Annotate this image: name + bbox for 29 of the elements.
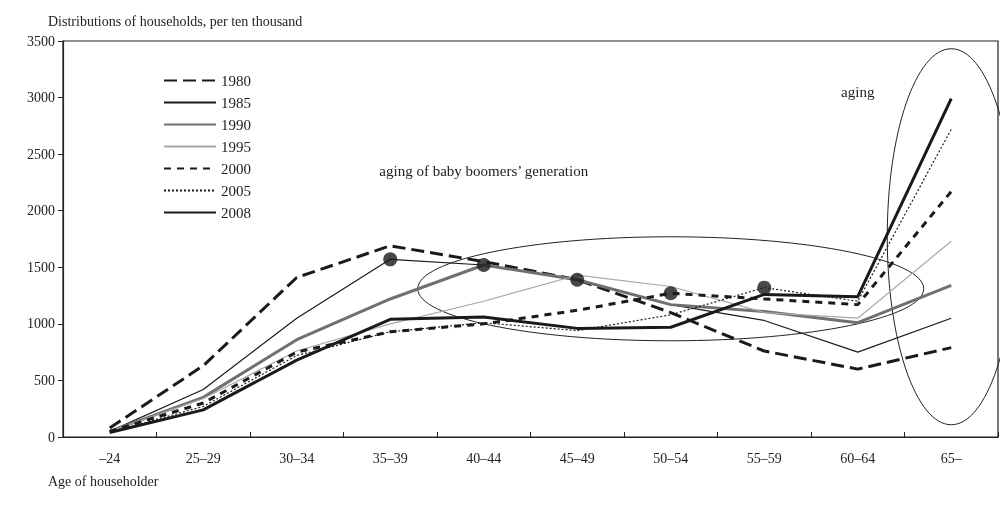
x-axis-title: Age of householder [48,473,159,489]
legend-label: 2005 [221,182,251,199]
legend-label: 2000 [221,160,251,177]
x-tick-label: 35–39 [372,450,408,466]
x-tick-label: 55–59 [746,450,782,466]
x-tick-label: –24 [98,450,121,466]
y-tick-label: 0 [48,429,55,445]
legend-label: 1980 [221,72,251,89]
legend-label: 2008 [221,204,251,221]
x-tick-label: 25–29 [185,450,221,466]
legend-label: 1990 [221,116,251,133]
legend-label: 1995 [221,138,251,155]
x-tick-label: 50–54 [653,450,689,466]
y-tick-label: 2500 [27,146,55,162]
annotation: aging [841,83,875,100]
x-tick-label: 45–49 [559,450,595,466]
y-tick-label: 500 [34,372,55,388]
annotation: aging of baby boomers’ generation [379,163,589,180]
y-tick-label: 1500 [27,259,55,275]
y-axis-title: Distributions of households, per ten thousand [48,13,303,29]
x-tick-label: 60–64 [840,450,876,466]
x-tick-label: 40–44 [466,450,502,466]
x-tick-label: 65– [940,450,963,466]
legend-label: 1985 [221,94,251,111]
y-tick-label: 3000 [27,90,55,106]
y-tick-label: 1000 [27,316,55,332]
y-tick-label: 2000 [27,203,55,219]
y-tick-label: 3500 [27,33,55,49]
x-tick-label: 30–34 [279,450,315,466]
